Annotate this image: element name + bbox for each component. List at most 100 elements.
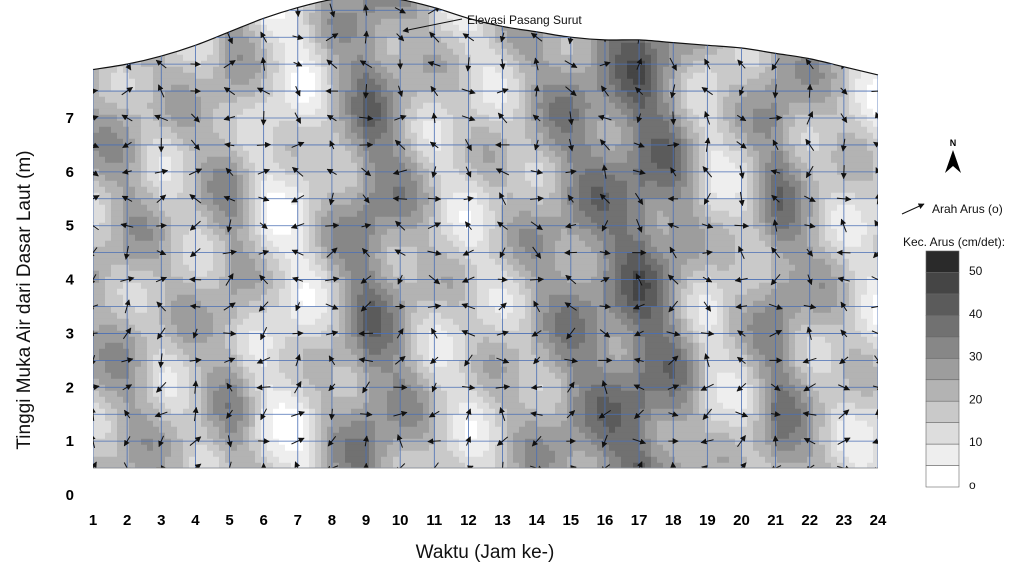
contour-cell	[117, 240, 124, 248]
contour-cell	[405, 420, 412, 428]
contour-cell	[369, 294, 376, 302]
contour-cell	[141, 18, 148, 26]
contour-cell	[291, 336, 298, 344]
contour-cell	[255, 156, 262, 164]
contour-cell	[123, 132, 130, 140]
contour-cell	[99, 318, 106, 326]
contour-cell	[351, 378, 358, 386]
contour-cell	[285, 30, 292, 38]
contour-cell	[423, 216, 430, 224]
contour-cell	[375, 156, 382, 164]
contour-cell	[453, 150, 460, 158]
contour-cell	[387, 318, 394, 326]
contour-cell	[435, 456, 442, 464]
contour-cell	[243, 270, 250, 278]
contour-cell	[291, 126, 298, 134]
contour-cell	[147, 36, 154, 44]
contour-cell	[237, 240, 244, 248]
contour-cell	[201, 414, 208, 422]
contour-cell	[411, 318, 418, 326]
contour-cell	[387, 348, 394, 356]
contour-cell	[213, 72, 220, 80]
contour-cell	[345, 366, 352, 374]
contour-cell	[351, 108, 358, 116]
contour-cell	[183, 360, 190, 368]
contour-cell	[147, 408, 154, 416]
contour-cell	[393, 66, 400, 74]
contour-cell	[267, 54, 274, 62]
contour-cell	[297, 156, 304, 164]
contour-cell	[267, 30, 274, 38]
contour-cell	[381, 54, 388, 62]
contour-cell	[141, 264, 148, 272]
contour-cell	[453, 216, 460, 224]
contour-cell	[333, 90, 340, 98]
contour-cell	[237, 384, 244, 392]
contour-cell	[267, 36, 274, 44]
contour-cell	[387, 0, 394, 2]
contour-cell	[189, 432, 196, 440]
contour-cell	[459, 378, 466, 386]
contour-cell	[279, 366, 286, 374]
contour-cell	[423, 336, 430, 344]
contour-cell	[135, 36, 142, 44]
contour-cell	[123, 30, 130, 38]
contour-cell	[393, 336, 400, 344]
contour-cell	[327, 48, 334, 56]
contour-cell	[357, 258, 364, 266]
contour-cell	[123, 96, 130, 104]
contour-cell	[441, 126, 448, 134]
contour-cell	[315, 102, 322, 110]
contour-cell	[369, 306, 376, 314]
contour-cell	[159, 0, 166, 2]
contour-cell	[411, 210, 418, 218]
contour-cell	[447, 126, 454, 134]
contour-cell	[243, 132, 250, 140]
contour-cell	[351, 186, 358, 194]
contour-cell	[165, 174, 172, 182]
contour-cell	[105, 342, 112, 350]
contour-cell	[441, 426, 448, 434]
contour-cell	[177, 84, 184, 92]
contour-cell	[309, 282, 316, 290]
contour-cell	[345, 54, 352, 62]
contour-cell	[189, 306, 196, 314]
contour-cell	[387, 372, 394, 380]
contour-cell	[279, 30, 286, 38]
contour-cell	[99, 0, 106, 2]
contour-cell	[339, 234, 346, 242]
contour-cell	[327, 42, 334, 50]
contour-cell	[123, 258, 130, 266]
contour-cell	[135, 18, 142, 26]
contour-cell	[369, 144, 376, 152]
contour-cell	[285, 330, 292, 338]
contour-cell	[345, 450, 352, 458]
contour-cell	[339, 84, 346, 92]
contour-cell	[93, 66, 100, 74]
contour-cell	[141, 372, 148, 380]
contour-cell	[381, 294, 388, 302]
contour-cell	[393, 96, 400, 104]
contour-cell	[111, 186, 118, 194]
contour-cell	[243, 450, 250, 458]
contour-cell	[315, 126, 322, 134]
contour-cell	[315, 144, 322, 152]
contour-cell	[459, 372, 466, 380]
contour-cell	[399, 162, 406, 170]
contour-cell	[435, 450, 442, 458]
contour-cell	[255, 216, 262, 224]
contour-cell	[453, 210, 460, 218]
contour-cell	[423, 288, 430, 296]
contour-cell	[261, 282, 268, 290]
contour-cell	[381, 252, 388, 260]
contour-cell	[171, 282, 178, 290]
contour-cell	[345, 294, 352, 302]
contour-cell	[183, 378, 190, 386]
contour-cell	[267, 360, 274, 368]
contour-cell	[381, 462, 388, 469]
contour-cell	[237, 414, 244, 422]
contour-cell	[129, 384, 136, 392]
contour-cell	[171, 216, 178, 224]
contour-cell	[261, 18, 268, 26]
contour-cell	[213, 312, 220, 320]
